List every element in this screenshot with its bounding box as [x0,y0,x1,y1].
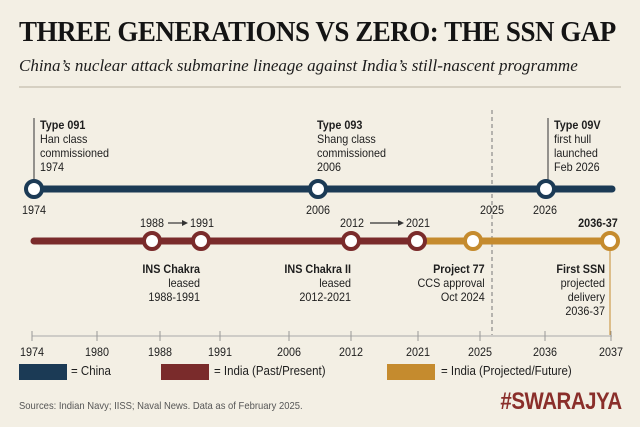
india-range-from: 1988 [139,216,165,230]
event-detail: 1974 [40,160,65,174]
india-node-2021 [407,231,427,251]
event-detail: 2036-37 [565,304,605,318]
india-node-2012 [341,231,361,251]
china-event-type-09v: Type 09V first hull launched Feb 2026 [554,118,601,174]
arrow-head-icon [182,220,188,226]
china-year-label: 2026 [532,203,558,217]
event-detail: commissioned [40,146,110,160]
event-detail: 2006 [317,160,342,174]
india-node-1991 [191,231,211,251]
axis-tick-label: 2036 [532,345,558,359]
event-detail: leased [168,276,200,290]
event-detail: 2012-2021 [299,290,351,304]
legend-label-india-future: = India (Projected/Future) [441,364,572,378]
event-name: INS Chakra [142,262,200,276]
brand-logo: #SWARAJYA [500,388,623,415]
event-detail: first hull [554,132,592,146]
event-detail: 1988-1991 [148,290,200,304]
arrow-head-icon [398,220,404,226]
sources-note: Sources: Indian Navy; IISS; Naval News. … [19,400,303,412]
india-node-2036 [600,231,620,251]
event-detail: delivery [567,290,605,304]
china-event-type-093: Type 093 Shang class commissioned 2006 [317,118,386,174]
event-name: Type 09V [554,118,601,132]
axis-tick-label: 2006 [276,345,302,359]
india-range-from: 2012 [339,216,365,230]
event-detail: commissioned [317,146,387,160]
event-name: Type 091 [40,118,86,132]
india-range-to: 1991 [189,216,215,230]
india-node-2024 [463,231,483,251]
india-range-to: 2021 [405,216,431,230]
axis-tick-label: 2025 [467,345,493,359]
china-event-type-091: Type 091 Han class commissioned 1974 [40,118,109,174]
legend-swatch-india-past [161,364,209,380]
china-node-type-09v [536,179,556,199]
axis-tick-label: 1991 [207,345,233,359]
event-detail: CCS approval [417,276,485,290]
legend-label-china: = China [71,364,111,378]
india-event-ins-chakra-ii: INS Chakra II leased 2012-2021 [284,262,351,304]
china-year-label: 1974 [21,203,47,217]
event-name: Type 093 [317,118,363,132]
event-detail: Oct 2024 [441,290,485,304]
event-detail: Feb 2026 [554,160,600,174]
india-future-label: 2036-37 [578,216,618,230]
event-detail: launched [554,146,598,160]
china-node-type-093 [308,179,328,199]
event-detail: leased [319,276,351,290]
event-detail: projected [560,276,605,290]
title-divider [19,86,621,88]
page-title: THREE GENERATIONS VS ZERO: THE SSN GAP [19,16,616,48]
china-marker-year-label: 2025 [479,203,505,217]
india-event-ins-chakra: INS Chakra leased 1988-1991 [142,262,200,304]
axis-tick-label: 2012 [338,345,364,359]
page-subtitle: China’s nuclear attack submarine lineage… [19,56,578,75]
event-name: First SSN [556,262,605,276]
legend-swatch-india-future [387,364,435,380]
event-detail: Han class [40,132,88,146]
axis-tick-label: 2037 [598,345,624,359]
event-name: INS Chakra II [284,262,351,276]
legend-label-india-past: = India (Past/Present) [214,364,326,378]
china-node-type-091 [24,179,44,199]
axis-tick-label: 1974 [19,345,45,359]
axis-tick-label: 2021 [405,345,431,359]
india-node-1988 [142,231,162,251]
event-name: Project 77 [433,262,485,276]
legend-swatch-china [19,364,67,380]
event-detail: Shang class [317,132,376,146]
india-event-first-ssn: First SSN projected delivery 2036-37 [556,262,605,318]
axis-tick-label: 1988 [147,345,173,359]
china-year-label: 2006 [305,203,331,217]
axis-tick-label: 1980 [84,345,110,359]
india-event-project-77: Project 77 CCS approval Oct 2024 [418,262,485,304]
